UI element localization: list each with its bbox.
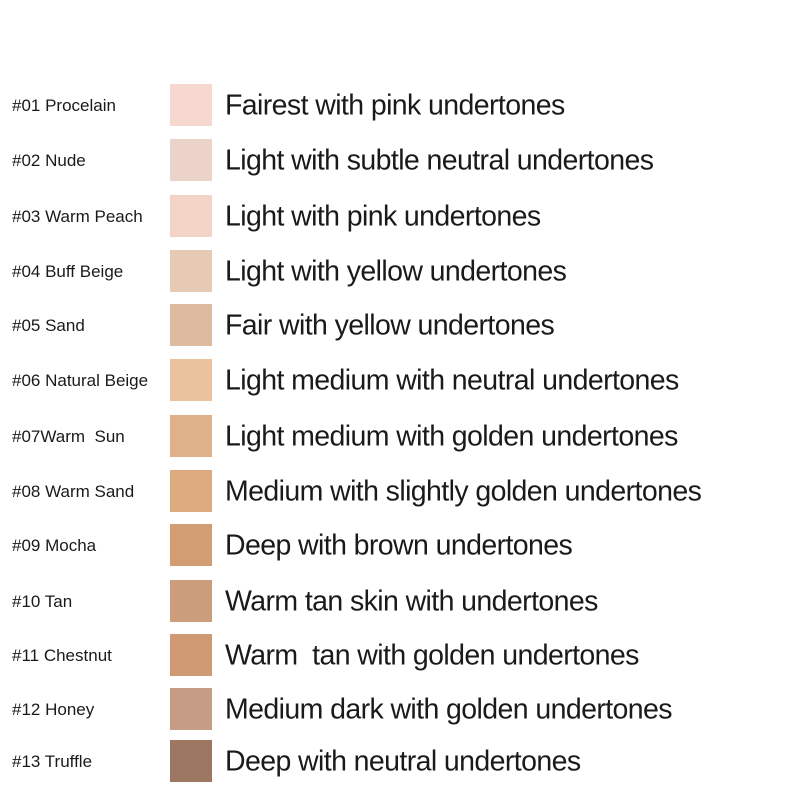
shade-label: #03 Warm Peach	[12, 207, 143, 226]
shade-description: Light with subtle neutral undertones	[225, 144, 654, 177]
shade-swatch	[170, 524, 212, 566]
shade-swatch	[170, 470, 212, 512]
shade-description: Deep with neutral undertones	[225, 745, 581, 778]
shade-label: #08 Warm Sand	[12, 482, 135, 501]
shade-label: #13 Truffle	[12, 752, 93, 771]
shade-description: Fair with yellow undertones	[225, 309, 555, 342]
shade-label: #11 Chestnut	[12, 646, 112, 665]
shade-swatch	[170, 304, 212, 346]
shade-label: #02 Nude	[12, 151, 86, 170]
shade-row: #07Warm Sun Light medium with golden unde…	[0, 415, 800, 459]
shade-swatch	[170, 580, 212, 622]
shade-swatch	[170, 688, 212, 730]
shade-row: #08 Warm Sand Medium with slightly golden…	[0, 470, 800, 514]
shade-label: #10 Tan	[12, 592, 73, 611]
shade-label: #06 Natural Beige	[12, 371, 149, 390]
shade-row: #12 Honey Medium dark with golden underto…	[0, 688, 800, 732]
shade-description: Medium with slightly golden undertones	[225, 475, 702, 508]
shade-row: #01 Procelain Fairest with pink undertone…	[0, 84, 800, 128]
shade-row: #11 Chestnut Warm tan with golden underto…	[0, 634, 800, 678]
shade-row: #09 Mocha Deep with brown undertones	[0, 524, 800, 568]
shade-swatch	[170, 84, 212, 126]
shade-swatch	[170, 415, 212, 457]
shade-row: #03 Warm Peach Light with pink undertones	[0, 195, 800, 239]
shade-swatch	[170, 740, 212, 782]
shade-row: #05 Sand Fair with yellow undertones	[0, 304, 800, 348]
shade-swatch	[170, 359, 212, 401]
shade-row: #10 Tan Warm tan skin with undertones	[0, 580, 800, 624]
shade-swatch	[170, 634, 212, 676]
shade-description: Light medium with golden undertones	[225, 420, 678, 453]
shade-description: Light medium with neutral undertones	[225, 364, 679, 397]
shade-description: Medium dark with golden undertones	[225, 693, 673, 726]
shade-label: #09 Mocha	[12, 536, 97, 555]
shade-label: #12 Honey	[12, 700, 95, 719]
shade-description: Light with pink undertones	[225, 200, 541, 233]
shade-row: #02 Nude Light with subtle neutral undert…	[0, 139, 800, 183]
shade-description: Light with yellow undertones	[225, 255, 567, 288]
shade-row: #04 Buff Beige Light with yellow underton…	[0, 250, 800, 294]
shade-row: #13 Truffle Deep with neutral undertones	[0, 740, 800, 784]
shade-description: Deep with brown undertones	[225, 529, 573, 562]
shade-swatch	[170, 139, 212, 181]
shade-description: Warm tan skin with undertones	[225, 585, 598, 618]
shade-label: #04 Buff Beige	[12, 262, 124, 281]
shade-label: #05 Sand	[12, 316, 85, 335]
shade-description: Fairest with pink undertones	[225, 89, 565, 122]
shade-swatch	[170, 195, 212, 237]
shade-row: #06 Natural Beige Light medium with neutr…	[0, 359, 800, 403]
shade-description: Warm tan with golden undertones	[225, 639, 639, 672]
shade-label: #07Warm Sun	[12, 427, 125, 446]
shade-label: #01 Procelain	[12, 96, 116, 115]
shade-swatch	[170, 250, 212, 292]
